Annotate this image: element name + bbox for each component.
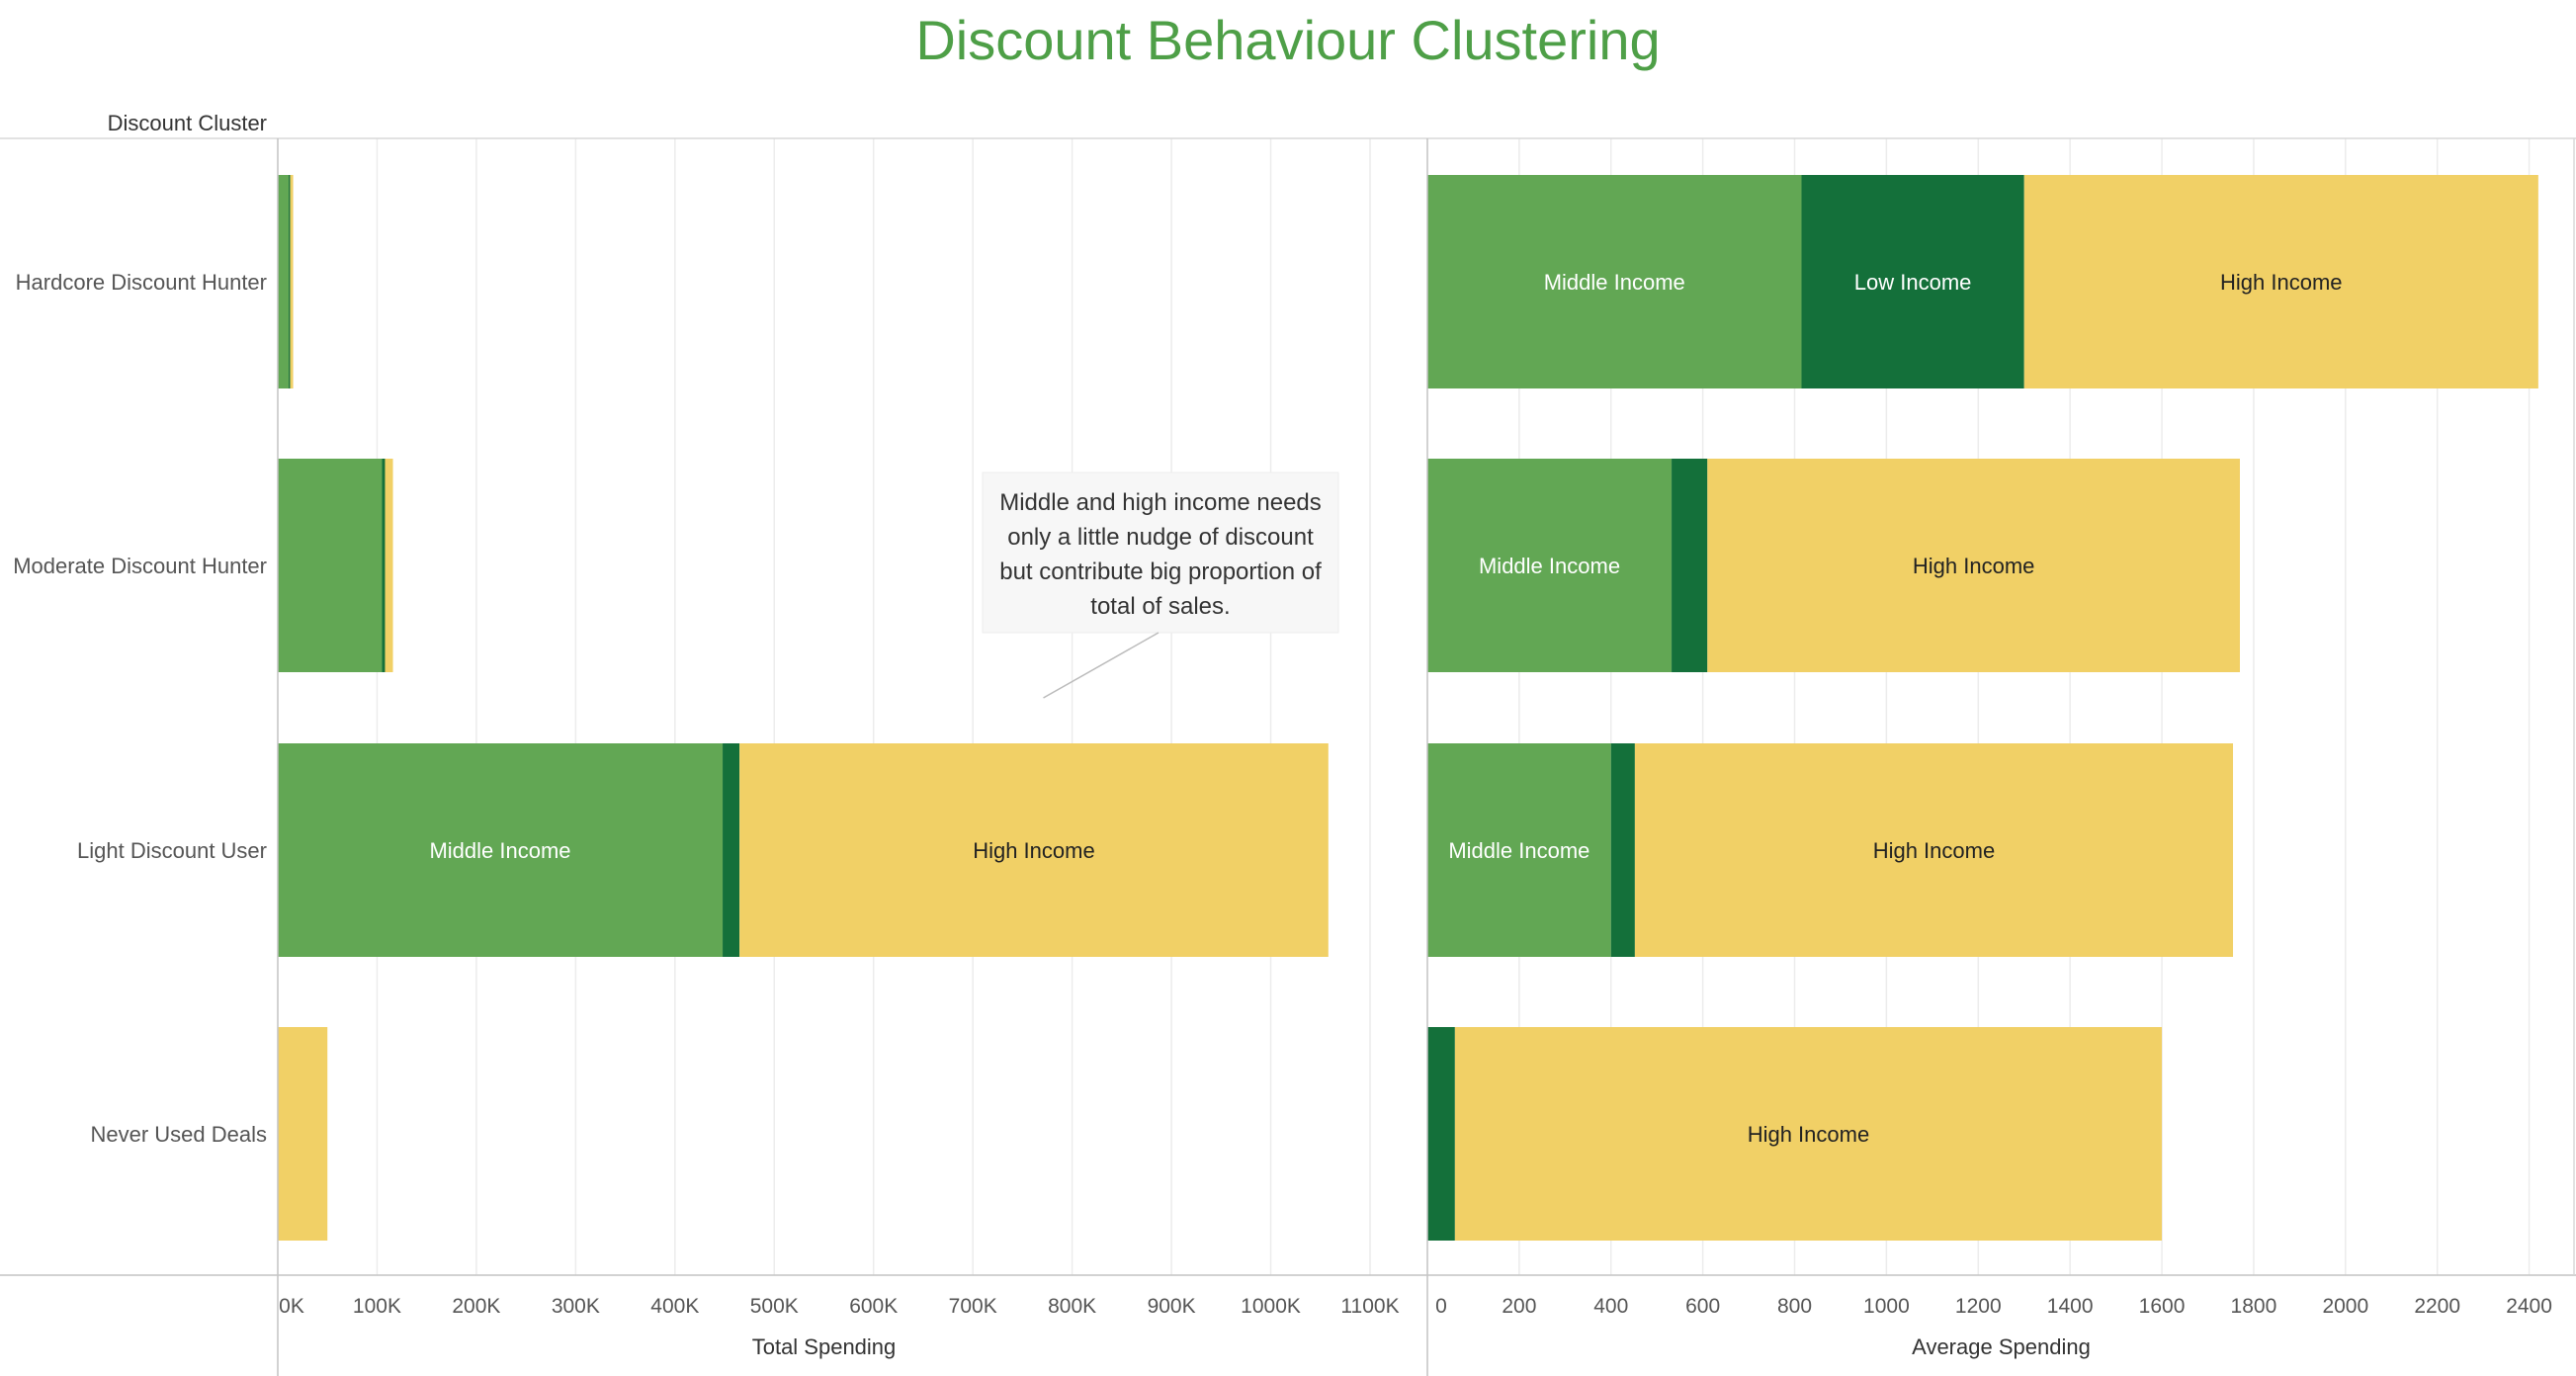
- bar-segment: [1707, 459, 2240, 672]
- x-tick-label: 300K: [552, 1295, 600, 1318]
- bar-segment: [1427, 175, 1802, 388]
- bar-segment: [278, 1027, 328, 1241]
- annotation-pointer: [1043, 632, 1159, 699]
- bar-segment: [1672, 459, 1708, 672]
- bar-segment: [1801, 175, 2024, 388]
- x-tick-label: 200: [1502, 1295, 1536, 1318]
- bars-layer: [278, 175, 2538, 1241]
- bar-segment: [2023, 175, 2538, 388]
- bar-segment: [278, 743, 724, 957]
- x-tick-label: 1600: [2139, 1295, 2186, 1318]
- x-tick-label: 400: [1593, 1295, 1628, 1318]
- bar-data-label: High Income: [1748, 1122, 1870, 1147]
- bar-segment: [723, 743, 740, 957]
- x-tick-label: 1800: [2231, 1295, 2277, 1318]
- category-label: Light Discount User: [77, 838, 267, 863]
- x-axis-title: Average Spending: [1912, 1334, 2091, 1359]
- bar-segment: [278, 175, 290, 388]
- x-tick-label: 100K: [353, 1295, 401, 1318]
- x-tick-label: 1000K: [1241, 1295, 1301, 1318]
- bar-data-label: Middle Income: [1544, 270, 1685, 295]
- annotation-box: [982, 472, 1339, 634]
- axes-layer: 0K 100K 200K 300K 400K 500K 600K 700K 800K 900K 10…: [0, 137, 2576, 1376]
- bar-segment: [739, 743, 1329, 957]
- bar-segment: [1610, 743, 1635, 957]
- bar-segment: [1427, 459, 1673, 672]
- x-tick-label: 2200: [2414, 1295, 2460, 1318]
- bar-data-label: Middle Income: [1448, 838, 1589, 863]
- x-tick-label: 800: [1777, 1295, 1812, 1318]
- bar-segment: [1427, 1027, 1455, 1241]
- x-tick-label: 1000: [1863, 1295, 1910, 1318]
- x-tick-label: 500K: [750, 1295, 799, 1318]
- bar-segment: [382, 459, 386, 672]
- x-tick-label: 0: [1435, 1295, 1447, 1318]
- bar-segment: [385, 459, 393, 672]
- bar-data-label: High Income: [1873, 838, 1996, 863]
- annotation-text: Middle and high income needs: [999, 489, 1322, 516]
- bar-segment: [1454, 1027, 2163, 1241]
- x-tick-label: 400K: [650, 1295, 699, 1318]
- bar-data-label: High Income: [973, 838, 1095, 863]
- bar-data-label: Low Income: [1854, 270, 1972, 295]
- labels-layer: Hardcore Discount Hunter Moderate Discoun…: [13, 270, 2342, 1147]
- category-label: Never Used Deals: [90, 1122, 267, 1147]
- x-tick-label: 700K: [949, 1295, 997, 1318]
- x-tick-label: 1400: [2047, 1295, 2094, 1318]
- bar-data-label: High Income: [1913, 554, 2035, 578]
- x-axis-title: Total Spending: [752, 1334, 897, 1359]
- annotation-text: total of sales.: [1090, 593, 1230, 620]
- x-tick-label: 1100K: [1340, 1295, 1399, 1318]
- x-tick-label: 2400: [2506, 1295, 2552, 1318]
- x-tick-label: 0K: [279, 1295, 304, 1318]
- x-tick-label: 200K: [452, 1295, 500, 1318]
- annotation: Middle and high income needs only a littl…: [982, 472, 1339, 699]
- x-tick-label: 1200: [1955, 1295, 2002, 1318]
- x-tick-label: 600: [1685, 1295, 1720, 1318]
- bar-segment: [290, 175, 294, 388]
- bar-segment: [278, 459, 383, 672]
- annotation-text: only a little nudge of discount: [1007, 524, 1314, 551]
- bar-data-label: High Income: [2220, 270, 2343, 295]
- x-tick-label: 900K: [1148, 1295, 1196, 1318]
- bar-segment: [1427, 743, 1611, 957]
- bar-data-label: Middle Income: [1479, 554, 1620, 578]
- category-label: Moderate Discount Hunter: [13, 554, 267, 578]
- chart-title: Discount Behaviour Clustering: [915, 9, 1660, 71]
- category-label: Hardcore Discount Hunter: [16, 270, 267, 295]
- bar-segment: [289, 175, 291, 388]
- annotation-text: but contribute big proportion of: [999, 559, 1322, 585]
- x-tick-label: 800K: [1048, 1295, 1096, 1318]
- x-tick-label: 2000: [2322, 1295, 2368, 1318]
- row-header: Discount Cluster: [108, 111, 267, 135]
- bar-data-label: Middle Income: [429, 838, 570, 863]
- x-tick-label: 600K: [849, 1295, 898, 1318]
- bar-segment: [1634, 743, 2234, 957]
